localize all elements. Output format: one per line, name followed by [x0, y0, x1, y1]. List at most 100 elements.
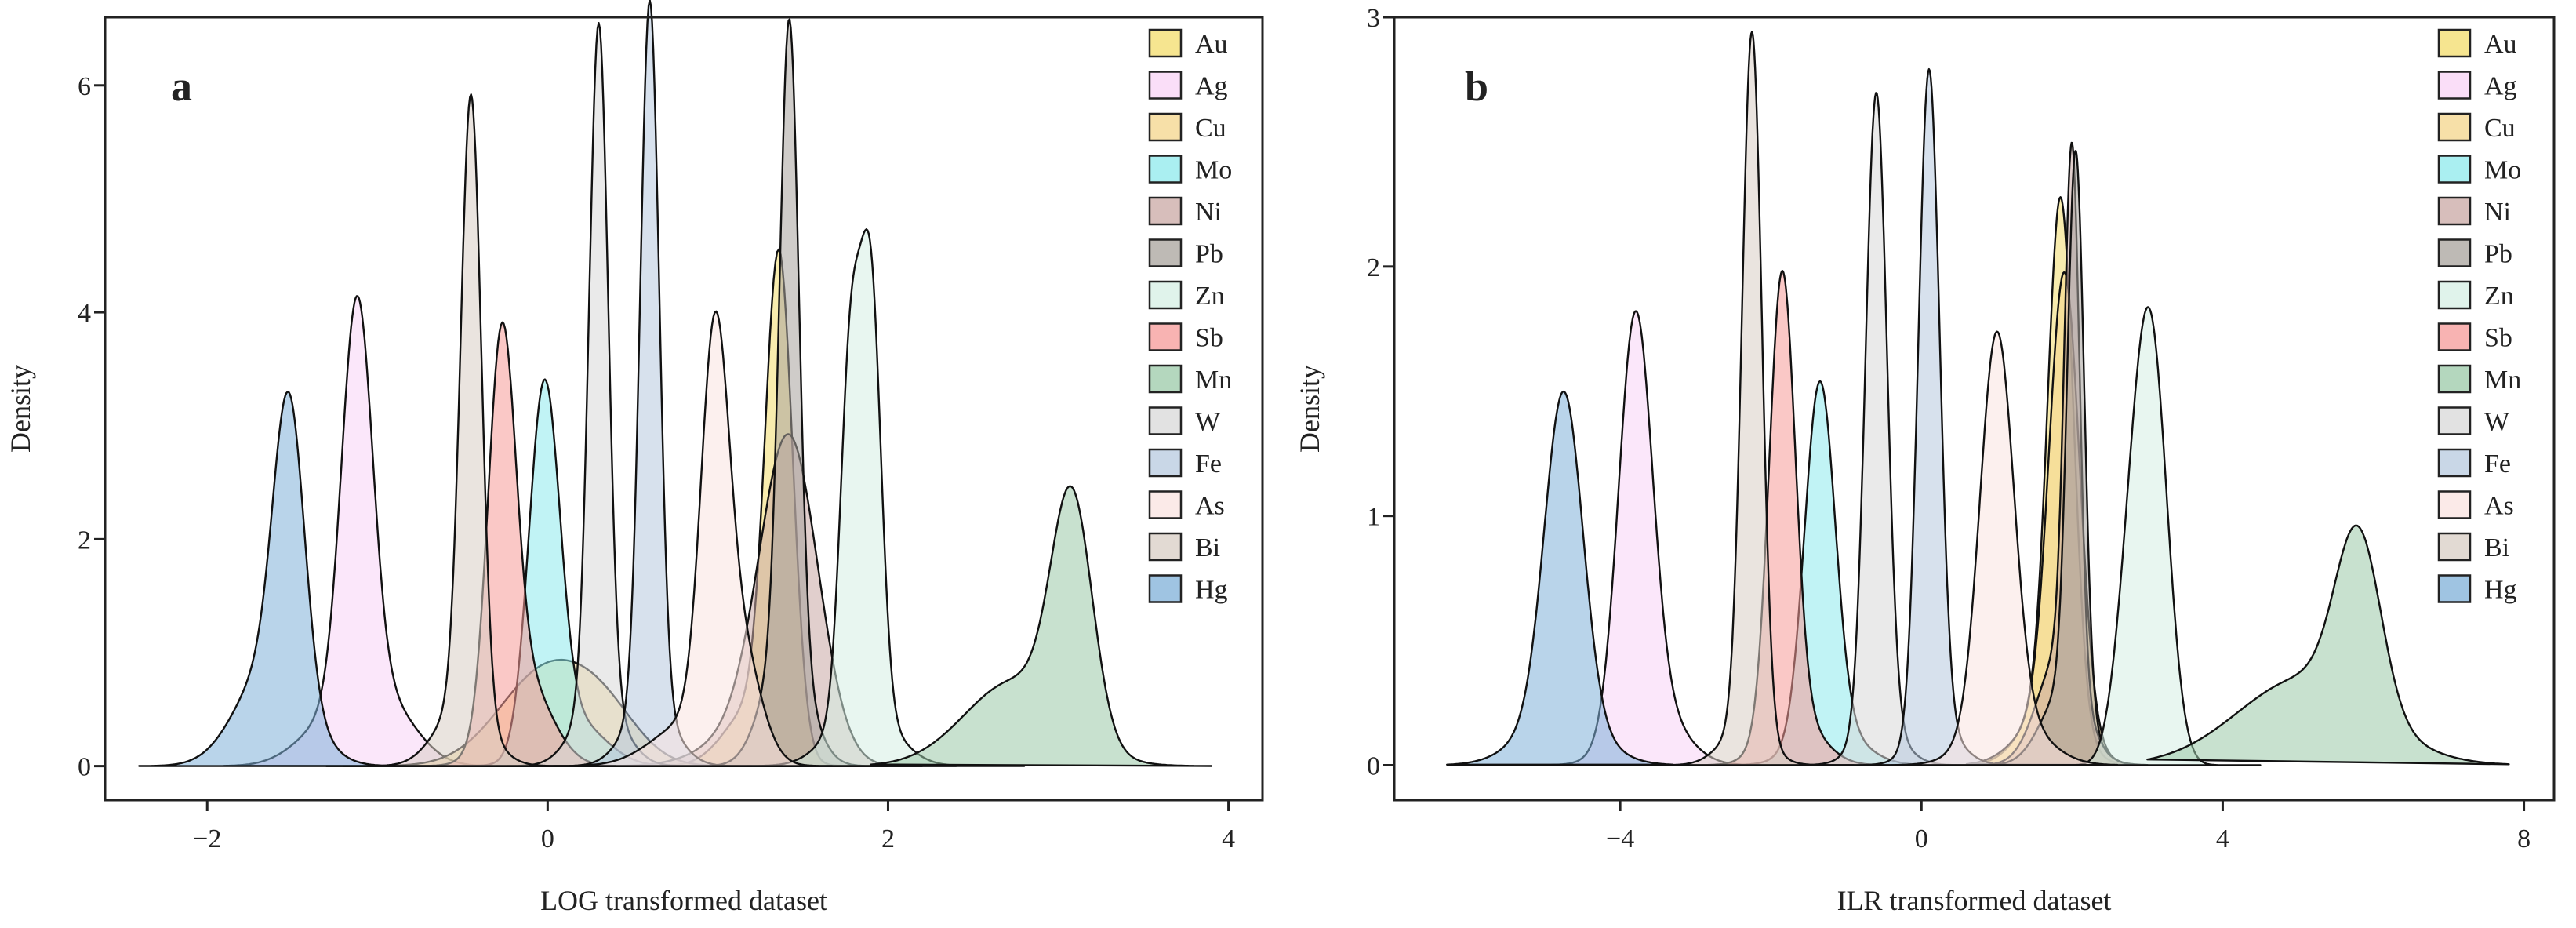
legend-item-sb: Sb — [2437, 322, 2512, 353]
x-tick-label: −2 — [193, 824, 221, 853]
legend-swatch — [2437, 406, 2472, 435]
legend-item-zn: Zn — [1148, 280, 1225, 311]
legend-label: Pb — [1195, 240, 1223, 269]
x-tick-label: 8 — [2517, 824, 2531, 853]
legend-swatch — [1148, 71, 1183, 100]
legend-swatch — [1148, 112, 1183, 142]
legend-label: Au — [2484, 30, 2517, 59]
legend-item-au: Au — [2437, 28, 2517, 59]
density-as — [529, 310, 889, 767]
legend-item-ni: Ni — [2437, 196, 2511, 227]
legend-item-w: W — [1148, 406, 1221, 437]
legend-swatch — [1148, 490, 1183, 519]
y-tick-label: 2 — [1367, 253, 1380, 282]
legend-item-as: As — [2437, 490, 2514, 521]
legend-swatch — [1148, 364, 1183, 394]
legend-label: Cu — [1195, 114, 1226, 143]
x-tick-label: 4 — [1222, 824, 1235, 853]
legend-item-pb: Pb — [2437, 238, 2512, 269]
legend-item-bi: Bi — [1148, 532, 1220, 562]
legend-swatch — [2437, 448, 2472, 478]
legend: Au Ag Cu Mo Ni Pb Zn Sb Mn W Fe As Bi Hg — [1148, 28, 1232, 605]
legend: Au Ag Cu Mo Ni Pb Zn Sb Mn W Fe As Bi Hg — [2437, 28, 2521, 605]
x-axis-label: LOG transformed dataset — [540, 885, 827, 916]
legend-item-bi: Bi — [2437, 532, 2509, 562]
legend-label: Cu — [2484, 114, 2516, 143]
y-tick-label: 2 — [78, 526, 91, 555]
legend-item-fe: Fe — [1148, 448, 1222, 479]
density-as — [1875, 330, 2119, 766]
legend-item-ag: Ag — [1148, 71, 1228, 101]
legend-label: Zn — [1195, 282, 1225, 311]
legend-label: Ni — [1195, 198, 1222, 227]
density-mn — [870, 485, 1213, 767]
y-tick-label: 0 — [1367, 752, 1380, 781]
y-tick-label: 3 — [1367, 4, 1380, 33]
legend-item-ni: Ni — [1148, 196, 1222, 227]
legend-label: Hg — [1195, 576, 1228, 605]
legend-item-hg: Hg — [1148, 574, 1228, 605]
legend-label: Mo — [2484, 156, 2521, 185]
legend-swatch — [2437, 71, 2472, 100]
legend-item-au: Au — [1148, 28, 1228, 59]
legend-swatch — [1148, 238, 1183, 267]
legend-swatch — [1148, 196, 1183, 226]
y-axis: 0 1 2 3 — [1367, 4, 1394, 781]
legend-item-hg: Hg — [2437, 574, 2517, 605]
density-curves — [138, 0, 1213, 767]
panel-a: −2 0 2 4 LOG transformed dataset 0 2 4 6 Density a… — [5, 0, 1264, 916]
legend-item-zn: Zn — [2437, 280, 2514, 311]
legend-label: Bi — [1195, 533, 1220, 562]
y-tick-label: 0 — [78, 753, 91, 782]
x-axis: −2 0 2 4 — [193, 800, 1235, 853]
legend-swatch — [1148, 532, 1183, 562]
legend-label: Pb — [2484, 240, 2512, 269]
legend-swatch — [1148, 574, 1183, 603]
legend-item-cu: Cu — [1148, 112, 1226, 143]
legend-label: Sb — [2484, 324, 2512, 353]
legend-label: As — [1195, 492, 1225, 521]
legend-item-mn: Mn — [1148, 364, 1232, 395]
legend-label: Fe — [2484, 449, 2511, 479]
legend-swatch — [2437, 490, 2472, 519]
legend-item-cu: Cu — [2437, 112, 2516, 143]
density-hg — [1446, 390, 1674, 766]
legend-item-mo: Mo — [1148, 155, 1232, 185]
plot-frame — [1393, 16, 2556, 802]
legend-label: Mn — [2484, 366, 2521, 395]
x-tick-label: −4 — [1606, 824, 1634, 853]
legend-label: Sb — [1195, 324, 1223, 353]
legend-swatch — [1148, 155, 1183, 184]
legend-item-as: As — [1148, 490, 1225, 521]
x-axis: −4 0 4 8 — [1606, 800, 2531, 853]
plot-frame — [104, 16, 1264, 802]
legend-swatch — [2437, 28, 2472, 58]
density-bi — [1649, 31, 1855, 766]
legend-swatch — [1148, 280, 1183, 310]
legend-item-pb: Pb — [1148, 238, 1223, 269]
legend-swatch — [2437, 155, 2472, 184]
legend-swatch — [2437, 238, 2472, 267]
legend-swatch — [2437, 112, 2472, 142]
x-tick-label: 0 — [1915, 824, 1928, 853]
legend-item-mn: Mn — [2437, 364, 2521, 395]
legend-item-ag: Ag — [2437, 71, 2517, 101]
legend-swatch — [2437, 280, 2472, 310]
panel-label: b — [1465, 63, 1488, 110]
density-hg — [138, 391, 447, 767]
legend-swatch — [2437, 196, 2472, 226]
legend-label: Bi — [2484, 533, 2509, 562]
legend-label: W — [1195, 408, 1221, 437]
legend-item-mo: Mo — [2437, 155, 2521, 185]
legend-label: As — [2484, 492, 2514, 521]
density-mn — [2146, 524, 2510, 766]
y-axis: 0 2 4 6 — [78, 72, 105, 782]
density-curves — [1446, 31, 2510, 766]
legend-swatch — [1148, 28, 1183, 58]
legend-swatch — [2437, 574, 2472, 603]
x-tick-label: 2 — [881, 824, 895, 853]
x-axis-label: ILR transformed dataset — [1837, 885, 2112, 916]
legend-label: Mn — [1195, 366, 1232, 395]
y-tick-label: 1 — [1367, 503, 1380, 532]
